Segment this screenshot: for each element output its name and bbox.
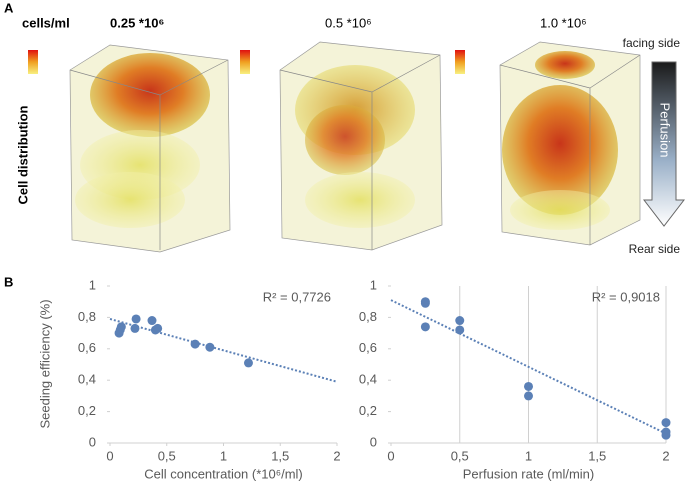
x-tick-label: 1 xyxy=(220,448,227,463)
x-axis-label: Perfusion rate (ml/min) xyxy=(463,466,594,481)
y-axis-label: Seeding efficiency (%) xyxy=(37,299,52,428)
facing-label: facing side xyxy=(623,36,681,50)
x-tick-label: 0,5 xyxy=(158,448,176,463)
data-point xyxy=(131,314,141,324)
x-tick-label: 2 xyxy=(662,448,669,463)
y-tick-label: 1 xyxy=(89,277,96,292)
y-tick-label: 0 xyxy=(370,434,377,449)
x-axis-label: Cell concentration (*10⁶/ml) xyxy=(144,466,303,481)
rear-label: Rear side xyxy=(629,242,681,256)
data-point xyxy=(455,316,465,326)
render-1 xyxy=(28,44,231,253)
data-point xyxy=(147,316,157,326)
arrow-label: Perfusion xyxy=(658,103,673,158)
unit-label: cells/ml xyxy=(22,15,70,30)
data-point xyxy=(130,323,140,333)
data-point xyxy=(420,322,430,332)
x-tick-label: 1,5 xyxy=(588,448,606,463)
x-tick-label: 1 xyxy=(525,448,532,463)
data-point xyxy=(661,418,671,428)
data-point xyxy=(420,298,430,308)
data-point xyxy=(116,322,126,332)
concentration: 1.0 *10⁶ xyxy=(540,15,587,30)
y-tick-label: 0,6 xyxy=(359,340,377,355)
data-point xyxy=(524,381,533,391)
y-tick-label: 0,2 xyxy=(359,403,377,418)
concentration: 0.5 *10⁶ xyxy=(325,15,372,30)
data-point xyxy=(205,342,215,352)
trendline xyxy=(109,318,338,383)
y-tick-label: 0,8 xyxy=(78,309,96,324)
y-tick-label: 0 xyxy=(89,434,96,449)
annotation: R² = 0,7726 xyxy=(263,289,331,304)
y-tick-label: 0,4 xyxy=(78,372,96,387)
trendline xyxy=(390,299,667,435)
perfusion-arrow xyxy=(642,61,685,227)
x-tick-label: 1,5 xyxy=(271,448,289,463)
x-tick-label: 0,5 xyxy=(451,448,469,463)
y-tick-label: 0,8 xyxy=(359,309,377,324)
data-point xyxy=(524,391,533,401)
render-2 xyxy=(240,41,443,251)
data-point xyxy=(455,325,465,335)
annotation: R² = 0,9018 xyxy=(592,289,660,304)
render-3 xyxy=(455,41,641,246)
panel-label: B xyxy=(4,274,13,289)
y-tick-label: 0,2 xyxy=(78,403,96,418)
concentration: 0.25 *10⁶ xyxy=(110,15,164,30)
y-tick-label: 0,6 xyxy=(78,340,96,355)
data-point xyxy=(243,358,253,368)
x-tick-label: 2 xyxy=(333,448,340,463)
data-point xyxy=(190,339,200,349)
x-tick-label: 0 xyxy=(106,448,113,463)
data-point xyxy=(153,323,163,333)
data-point xyxy=(661,430,671,440)
y-tick-label: 1 xyxy=(370,277,377,292)
row-label: Cell distribution xyxy=(15,105,30,204)
panel-label: A xyxy=(4,0,14,15)
x-tick-label: 0 xyxy=(387,448,394,463)
y-tick-label: 0,4 xyxy=(359,372,377,387)
